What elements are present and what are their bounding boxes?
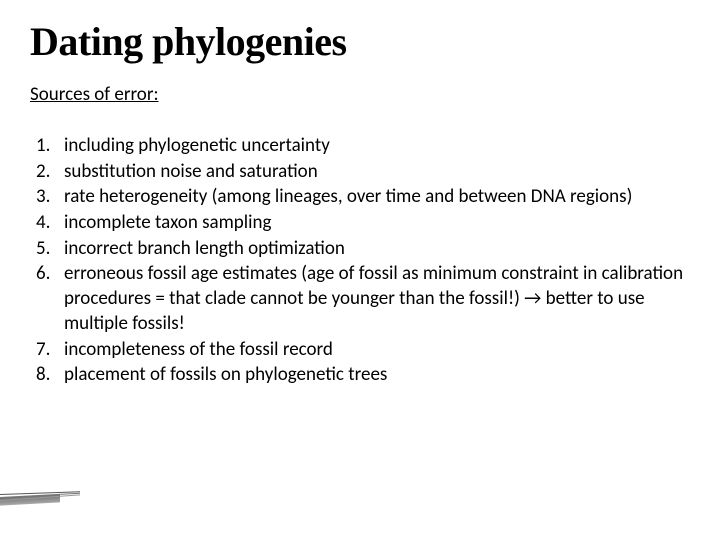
list-text: including phylogenetic uncertainty: [64, 134, 690, 159]
corner-decoration: [0, 494, 65, 510]
slide-title: Dating phylogenies: [30, 18, 690, 65]
slide-container: Dating phylogenies Sources of error: 1. …: [0, 0, 720, 540]
list-number: 5.: [36, 237, 64, 262]
error-list: 1. including phylogenetic uncertainty 2.…: [30, 134, 690, 388]
list-item: 4. incomplete taxon sampling: [36, 211, 690, 236]
list-text: incompleteness of the fossil record: [64, 338, 690, 363]
list-item: 7. incompleteness of the fossil record: [36, 338, 690, 363]
list-number: 4.: [36, 211, 64, 236]
list-text: rate heterogeneity (among lineages, over…: [64, 185, 690, 210]
list-number: 3.: [36, 185, 64, 210]
list-number: 6.: [36, 262, 64, 336]
list-item: 8. placement of fossils on phylogenetic …: [36, 363, 690, 388]
list-item: 6. erroneous fossil age estimates (age o…: [36, 262, 690, 336]
list-text: substitution noise and saturation: [64, 160, 690, 185]
list-text: placement of fossils on phylogenetic tre…: [64, 363, 690, 388]
list-number: 8.: [36, 363, 64, 388]
list-number: 7.: [36, 338, 64, 363]
list-text: incomplete taxon sampling: [64, 211, 690, 236]
list-text: erroneous fossil age estimates (age of f…: [64, 262, 690, 336]
list-item: 1. including phylogenetic uncertainty: [36, 134, 690, 159]
list-item: 5. incorrect branch length optimization: [36, 237, 690, 262]
slide-subtitle: Sources of error:: [30, 83, 690, 106]
list-item: 3. rate heterogeneity (among lineages, o…: [36, 185, 690, 210]
list-number: 1.: [36, 134, 64, 159]
list-text: incorrect branch length optimization: [64, 237, 690, 262]
list-number: 2.: [36, 160, 64, 185]
list-item: 2. substitution noise and saturation: [36, 160, 690, 185]
